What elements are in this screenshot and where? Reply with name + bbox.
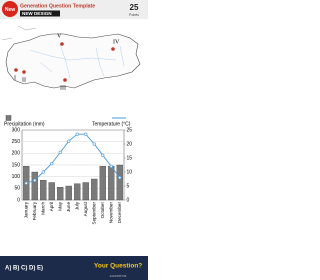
map-marker	[111, 47, 115, 51]
bar	[48, 182, 55, 201]
line-marker	[41, 170, 45, 174]
y-tick-label: 200	[12, 151, 21, 157]
y-tick-label: 300	[12, 127, 21, 133]
header-subtitle: NEW DESIGN	[22, 11, 52, 16]
x-tick-label: January	[23, 201, 28, 218]
points: 25	[130, 3, 139, 12]
bar	[65, 185, 72, 201]
y2-tick-label: 5	[127, 183, 130, 189]
y2-tick-label: 20	[127, 141, 133, 147]
page: New Generation Question Template NEW DES…	[0, 0, 148, 280]
line-marker	[101, 153, 105, 157]
map-rivers	[29, 43, 125, 79]
x-tick-label: June	[66, 202, 71, 212]
subtitle-bar	[20, 10, 60, 17]
x-tick-label: September	[91, 202, 96, 225]
map-label: III	[60, 85, 66, 91]
footer-question: Your Question?	[94, 263, 142, 270]
bar	[82, 182, 89, 201]
bar	[57, 187, 64, 201]
y-tick-label: 250	[12, 139, 21, 145]
x-tick-label: August	[83, 201, 88, 216]
x-tick-label: April	[49, 202, 54, 211]
x-tick-label: February	[32, 201, 37, 220]
header-title: Generation Question Template	[20, 3, 95, 9]
line-marker	[58, 150, 62, 154]
y2-tick-label: 10	[127, 169, 133, 175]
line-marker	[75, 132, 79, 136]
line-marker	[118, 176, 122, 180]
legend-label: Precipitation (mm)	[4, 121, 45, 127]
map-label: II	[22, 77, 26, 83]
line-marker	[67, 139, 71, 143]
x-tick-label: October	[100, 202, 105, 219]
x-tick-label: March	[40, 202, 45, 215]
map-label: IV	[113, 39, 120, 45]
footer-bar	[0, 256, 148, 280]
y2-tick-label: 0	[127, 197, 130, 203]
map-label: I	[14, 75, 16, 81]
x-tick-label: November	[108, 202, 113, 224]
y-tick-label: 0	[17, 197, 20, 203]
legend-swatch	[5, 115, 12, 121]
watermark: 2221505749	[110, 274, 127, 278]
x-tick-label: December	[117, 202, 122, 224]
badge-text: New	[5, 7, 15, 13]
bar	[91, 178, 98, 201]
y-tick-label: 50	[14, 186, 20, 192]
bar	[116, 164, 123, 201]
map-outline	[5, 33, 141, 89]
bar	[99, 166, 106, 201]
badge	[2, 1, 18, 17]
bar	[40, 180, 47, 201]
footer-options: A) B) C) D) E)	[5, 266, 43, 272]
line-marker	[33, 178, 37, 182]
line-marker	[24, 181, 28, 185]
map-coast	[1, 25, 37, 41]
y-tick-label: 100	[12, 174, 21, 180]
x-tick-label: July	[74, 201, 79, 210]
bar	[108, 166, 115, 201]
y2-tick-label: 15	[127, 155, 133, 161]
map-label: V	[57, 33, 62, 39]
map-marker	[63, 78, 67, 82]
x-tick-label: May	[57, 201, 62, 210]
line-marker	[109, 164, 113, 168]
map-marker	[22, 70, 26, 74]
line-marker	[84, 132, 88, 136]
map-marker	[60, 42, 64, 46]
y2-tick-label: 25	[127, 127, 133, 133]
chart: 0 50 100 150 200 250 300 0 5 10 15 20 25 January Febru…	[4, 115, 133, 225]
points-label: Points	[129, 13, 139, 17]
line	[26, 133, 121, 184]
map-marker	[14, 68, 18, 72]
line-marker	[92, 142, 96, 146]
y-tick-label: 150	[12, 162, 21, 168]
bar	[74, 183, 81, 201]
legend-label: Temperature (°C)	[92, 121, 131, 127]
line-marker	[50, 162, 54, 166]
bar	[31, 171, 38, 201]
